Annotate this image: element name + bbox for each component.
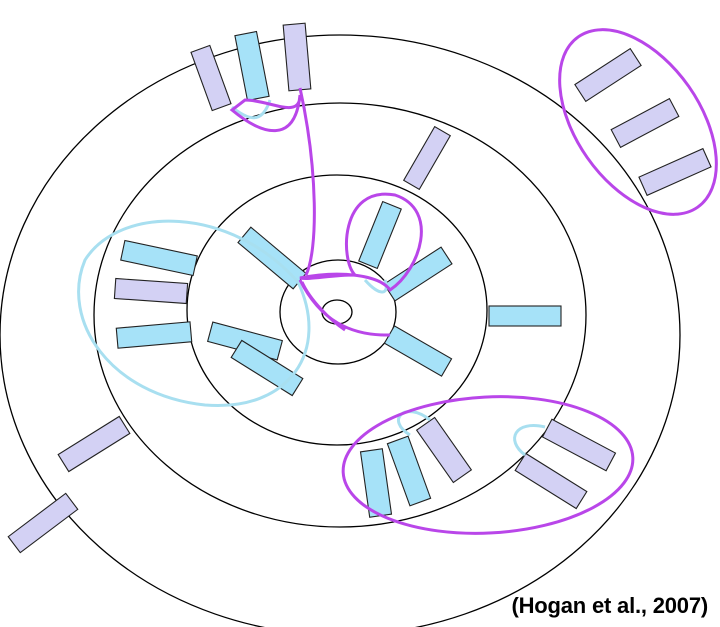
- left-blue-loop: [77, 219, 311, 408]
- center-purple-lines: [298, 279, 391, 337]
- inner-blue-loop: [363, 279, 388, 294]
- bottom-right-purple-loop: [341, 395, 635, 535]
- box-top-2: [234, 30, 270, 102]
- center-ring: [321, 299, 353, 325]
- box-left-1: [120, 239, 198, 277]
- top-blue-loop: [231, 99, 272, 120]
- outer-ring: [0, 34, 681, 627]
- box-left-3: [115, 321, 193, 349]
- blue-loops: [77, 99, 546, 457]
- boxes: [7, 22, 712, 554]
- citation: (Hogan et al., 2007): [511, 593, 708, 618]
- box-outer-lower-left: [57, 415, 131, 473]
- top-right-purple-loop: [558, 28, 718, 216]
- rings: [0, 34, 681, 627]
- box-outer-far-left: [7, 492, 79, 554]
- inner-purple-loop: [299, 192, 423, 293]
- top-purple-line: [298, 87, 316, 276]
- box-diag-upper: [402, 125, 452, 191]
- box-tr-3: [638, 147, 712, 197]
- box-tr-1: [574, 47, 642, 103]
- box-inner-right-lower: [383, 325, 453, 377]
- box-left-2: [113, 277, 189, 305]
- inner-ring: [186, 174, 488, 446]
- box-br-3: [415, 416, 473, 484]
- box-top-3: [282, 22, 312, 92]
- box-br-2: [386, 435, 432, 507]
- br-blue-loop-2: [513, 424, 546, 457]
- purple-loops: [229, 28, 718, 535]
- box-inner-top: [358, 200, 402, 270]
- box-br-5: [514, 452, 588, 510]
- middle-ring: [93, 102, 587, 528]
- core-ring: [279, 259, 397, 365]
- box-br-4: [541, 418, 617, 472]
- box-right-horizontal: [488, 305, 562, 327]
- box-tr-2: [610, 97, 680, 149]
- box-top-1: [190, 44, 232, 112]
